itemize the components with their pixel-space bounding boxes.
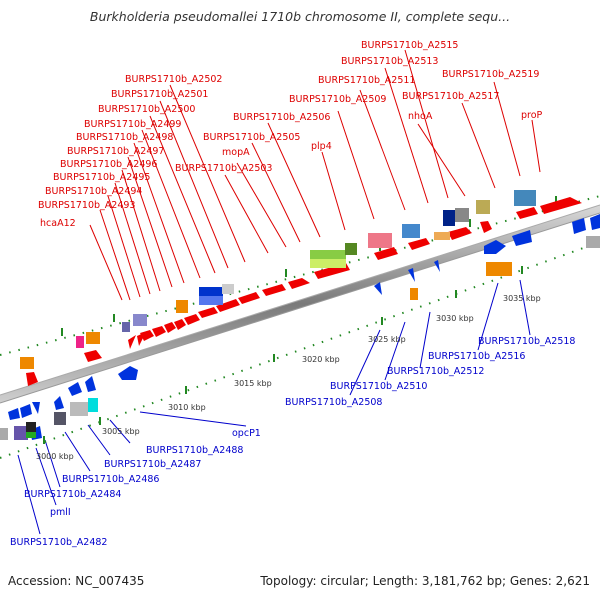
major-ticks <box>43 196 557 444</box>
gene-label: BURPS1710b_A2518 <box>478 336 575 347</box>
gene-label: BURPS1710b_A2517 <box>402 91 499 102</box>
scale-label: 3005 kbp <box>102 427 140 436</box>
gene-label: BURPS1710b_A2495 <box>53 172 150 183</box>
gene-label: BURPS1710b_A2519 <box>442 69 539 80</box>
gene-label: BURPS1710b_A2484 <box>24 489 121 500</box>
genome-backbone <box>0 204 600 404</box>
gene-label: BURPS1710b_A2512 <box>387 366 484 377</box>
top-gene-labels: hcaA12 BURPS1710b_A2493 BURPS1710b_A2494… <box>38 40 543 229</box>
gene-label: BURPS1710b_A2511 <box>318 75 415 86</box>
gene-label: hcaA12 <box>40 218 76 229</box>
gene-label: nhoA <box>408 111 433 122</box>
gene-label: BURPS1710b_A2499 <box>84 119 181 130</box>
gene-label: BURPS1710b_A2487 <box>104 459 201 470</box>
gene-label: BURPS1710b_A2493 <box>38 200 135 211</box>
gene-label: BURPS1710b_A2508 <box>285 397 382 408</box>
gene-label: proP <box>521 110 543 121</box>
reverse-colored-genes <box>0 236 600 440</box>
scale-labels: 3000 kbp 3005 kbp 3010 kbp 3015 kbp 3020… <box>36 294 541 461</box>
scale-label: 3030 kbp <box>436 314 474 323</box>
scale-label: 3015 kbp <box>234 379 272 388</box>
gene-label: BURPS1710b_A2498 <box>76 132 173 143</box>
gene-label: BURPS1710b_A2486 <box>62 474 159 485</box>
scale-label: 3025 kbp <box>368 335 406 344</box>
gene-label: mopA <box>222 147 250 158</box>
gene-label: plp4 <box>311 141 332 152</box>
top-leader-lines <box>89 49 541 301</box>
gene-label: BURPS1710b_A2501 <box>111 89 208 100</box>
gene-label: BURPS1710b_A2497 <box>67 146 164 157</box>
gene-label: BURPS1710b_A2494 <box>45 186 142 197</box>
gene-label: BURPS1710b_A2509 <box>289 94 386 105</box>
gene-label: BURPS1710b_A2500 <box>98 104 195 115</box>
scale-label: 3035 kbp <box>503 294 541 303</box>
chart-title: Burkholderia pseudomallei 1710b chromoso… <box>89 9 511 24</box>
gene-label: BURPS1710b_A2482 <box>10 537 107 548</box>
forward-colored-genes <box>20 190 536 369</box>
gene-label: BURPS1710b_A2502 <box>125 74 222 85</box>
accession-label: Accession: NC_007435 <box>8 574 145 588</box>
gene-label: BURPS1710b_A2515 <box>361 40 458 51</box>
scale-label: 3010 kbp <box>168 403 206 412</box>
gene-label: BURPS1710b_A2488 <box>146 445 243 456</box>
bottom-leader-lines <box>17 279 531 535</box>
gene-label: BURPS1710b_A2505 <box>203 132 300 143</box>
forward-genes <box>26 197 582 386</box>
gene-label: BURPS1710b_A2496 <box>60 159 157 170</box>
gene-label: BURPS1710b_A2510 <box>330 381 427 392</box>
gene-label: BURPS1710b_A2516 <box>428 351 525 362</box>
bottom-gene-labels: opcP1 BURPS1710b_A2488 BURPS1710b_A2487 … <box>10 336 575 548</box>
reverse-genes <box>8 214 600 440</box>
scale-label: 3020 kbp <box>302 355 340 364</box>
gene-label: pmlI <box>50 507 71 518</box>
gene-label: BURPS1710b_A2506 <box>233 112 330 123</box>
gene-label: BURPS1710b_A2503 <box>175 163 272 174</box>
genome-summary: Topology: circular; Length: 3,181,762 bp… <box>260 574 590 588</box>
gene-label: BURPS1710b_A2513 <box>341 56 438 67</box>
gene-label: opcP1 <box>232 428 261 439</box>
scale-label: 3000 kbp <box>36 452 74 461</box>
